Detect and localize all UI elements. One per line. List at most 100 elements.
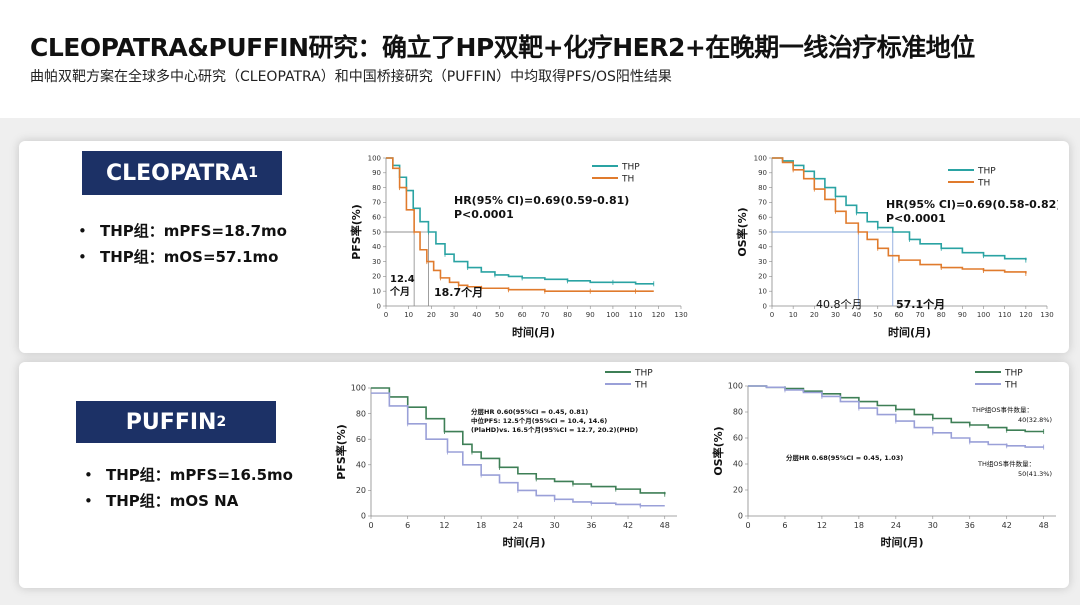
chart-annotation: 分层HR 0.60(95%CI = 0.45, 0.81) [471,407,588,416]
chart-annotation: 12.4 [390,274,415,285]
chart-group: 0 6 12 18 24 30 36 42 48 0 20 40 60 80 100 时间(月) PFS率(%)… [334,369,677,549]
y-tick-label: 0 [738,512,743,521]
y-tick-label: 0 [763,302,767,310]
y-tick-label: 0 [377,302,381,310]
y-tick-label: 20 [758,273,767,281]
x-tick-label: 10 [404,311,413,319]
x-tick-label: 42 [623,521,633,530]
cleopatra-badge: CLEOPATRA 1 [82,151,282,195]
cleopatra-bullet-pfs: THP组：mPFS=18.7mo [78,218,287,244]
x-tick-label: 0 [384,311,388,319]
y-tick-label: 60 [372,214,381,222]
y-tick-label: 40 [733,460,743,469]
cleopatra-os-chart: 0 10 20 30 40 50 60 70 80 90 100 110 120 130010203040… [735,154,1058,339]
x-tick-label: 18 [476,521,486,530]
chart-annotation: 40(32.8%) [1018,416,1052,424]
cleopatra-bullet-os: THP组：mOS=57.1mo [78,244,287,270]
y-tick-label: 20 [372,273,381,281]
page-title: CLEOPATRA&PUFFIN研究：确立了HP双靶+化疗HER2+在晚期一线治… [30,33,975,62]
y-tick-label: 70 [372,199,381,207]
chart-annotation: 个月 [389,285,410,298]
y-tick-label: 60 [733,434,743,443]
series-line-th [371,392,665,507]
cleopatra-bullets: THP组：mPFS=18.7mo THP组：mOS=57.1mo [78,218,287,270]
x-tick-label: 20 [427,311,436,319]
x-tick-label: 70 [540,311,549,319]
y-tick-label: 50 [758,228,767,236]
y-tick-label: 80 [356,409,366,418]
x-tick-label: 30 [550,521,560,530]
chart-annotation: P<0.0001 [886,212,946,225]
y-axis-label: OS率(%) [711,426,725,475]
legend-label-th: TH [634,381,647,391]
chart-annotation: (PlaHD)vs. 16.5个月(95%CI = 12.7, 20.2)(PH… [471,425,638,434]
x-tick-label: 12 [439,521,449,530]
chart-group: 0 6 12 18 24 30 36 42 48 0 20 40 60 80 100 时间(月) OS率(%) T… [711,369,1056,549]
y-tick-label: 0 [361,512,366,521]
legend-label-thp: THP [634,369,653,379]
series-line-th [772,157,1027,274]
x-tick-label: 30 [831,311,840,319]
x-tick-label: 20 [810,311,819,319]
chart-annotation: 18.7个月 [434,285,483,299]
x-axis-label: 时间(月) [880,535,923,549]
y-tick-label: 40 [372,243,381,251]
y-tick-label: 30 [372,258,381,266]
legend-label-th: TH [977,179,990,189]
x-tick-label: 120 [1019,311,1032,319]
chart-annotation: 50(41.3%) [1018,470,1052,478]
y-tick-label: 80 [758,184,767,192]
y-tick-label: 80 [733,408,743,417]
x-tick-label: 80 [563,311,572,319]
legend-label-thp: THP [621,163,640,173]
y-tick-label: 30 [758,258,767,266]
x-tick-label: 42 [1002,521,1012,530]
y-tick-label: 60 [758,214,767,222]
x-tick-label: 0 [368,521,373,530]
x-axis-label: 时间(月) [512,325,555,339]
x-tick-label: 36 [586,521,596,530]
x-tick-label: 18 [854,521,864,530]
y-tick-label: 90 [758,169,767,177]
puffin-badge-label: PUFFIN [125,409,217,435]
y-tick-label: 100 [728,382,743,391]
legend-label-th: TH [621,175,634,185]
puffin-pfs-chart: 0 6 12 18 24 30 36 42 48 0 20 40 60 80 100 时间(月) PFS率(%)… [334,369,677,549]
chart-annotation: HR(95% CI)=0.69(0.59-0.81) [454,194,629,207]
y-axis-label: OS率(%) [735,207,749,256]
x-tick-label: 90 [958,311,967,319]
cleopatra-badge-label: CLEOPATRA [105,160,249,186]
series-line-thp [371,387,666,495]
x-tick-label: 70 [916,311,925,319]
y-tick-label: 40 [758,243,767,251]
puffin-bullets: THP组：mPFS=16.5mo THP组：mOS NA [84,462,293,514]
y-axis-label: PFS率(%) [349,204,363,260]
x-tick-label: 10 [789,311,798,319]
x-tick-label: 50 [495,311,504,319]
y-tick-label: 100 [754,154,767,162]
y-tick-label: 90 [372,169,381,177]
puffin-os-chart: 0 6 12 18 24 30 36 42 48 0 20 40 60 80 100 时间(月) OS率(%) T… [711,369,1056,549]
y-tick-label: 50 [372,228,381,236]
chart-annotation: 分层HR 0.68(95%CI = 0.45, 1.03) [786,453,903,462]
chart-annotation: 40.8个月 [816,298,863,311]
x-tick-label: 50 [873,311,882,319]
cleopatra-badge-ref: 1 [248,165,259,181]
chart-annotation: 中位PFS: 12.5个月(95%CI = 10.4, 14.6) [471,416,607,425]
x-tick-label: 100 [977,311,990,319]
chart-annotation: 57.1个月 [896,297,945,311]
legend-label-thp: THP [977,167,996,177]
legend-label-thp: THP [1004,369,1023,379]
chart-annotation: P<0.0001 [454,208,514,221]
x-tick-label: 130 [674,311,687,319]
y-tick-label: 60 [356,435,366,444]
page-subtitle: 曲帕双靶方案在全球多中心研究（CLEOPATRA）和中国桥接研究（PUFFIN）… [30,69,672,85]
x-tick-label: 130 [1040,311,1053,319]
puffin-badge-ref: 2 [216,414,227,430]
x-axis-label: 时间(月) [888,325,931,339]
y-tick-label: 80 [372,184,381,192]
x-tick-label: 110 [998,311,1011,319]
x-tick-label: 48 [1039,521,1049,530]
series-line-th [748,385,1044,448]
x-tick-label: 40 [472,311,481,319]
